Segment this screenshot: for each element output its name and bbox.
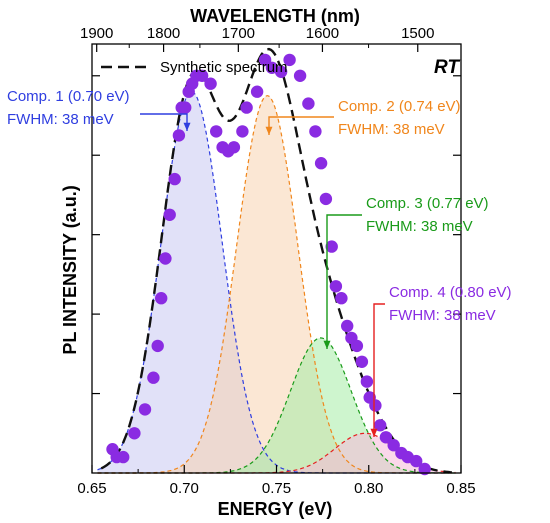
comp1-fwhm: FWHM: 38 meV bbox=[7, 111, 114, 128]
data-point bbox=[350, 339, 364, 353]
annotation-arrows bbox=[140, 113, 385, 437]
data-point bbox=[341, 319, 354, 333]
component-4-fill bbox=[97, 433, 456, 473]
comp4-arrow-head bbox=[370, 428, 378, 437]
comp4-label: Comp. 4 (0.80 eV) bbox=[389, 284, 512, 301]
y-axis-title: PL INTENSITY (a.u.) bbox=[60, 185, 80, 354]
data-point bbox=[309, 125, 322, 138]
data-point bbox=[379, 431, 393, 444]
data-point bbox=[240, 101, 253, 114]
data-point bbox=[236, 125, 249, 138]
x-tick-label: 0.65 bbox=[77, 480, 106, 497]
data-point bbox=[195, 69, 209, 83]
comp3-arrow-head bbox=[323, 340, 331, 349]
top-tick-label: 1900 bbox=[80, 25, 113, 42]
data-point bbox=[418, 462, 431, 476]
data-point bbox=[302, 97, 315, 110]
x-tick-label: 0.85 bbox=[446, 480, 475, 497]
data-point bbox=[204, 77, 217, 90]
data-point bbox=[319, 192, 333, 206]
data-point bbox=[293, 69, 307, 83]
comp1-arrow-head bbox=[183, 122, 191, 131]
x-axis-title: ENERGY (eV) bbox=[218, 499, 333, 519]
data-point bbox=[168, 172, 181, 186]
data-point bbox=[117, 450, 130, 464]
data-point bbox=[314, 157, 328, 170]
data-point bbox=[329, 280, 343, 293]
data-point bbox=[250, 85, 264, 98]
axis-ticks: 0.65 0.70 0.75 0.80 0.85 1900 1800 1700 1600 1500 bbox=[77, 25, 475, 497]
component-fills bbox=[97, 91, 456, 473]
data-point bbox=[147, 371, 160, 384]
data-point bbox=[210, 125, 223, 138]
data-point bbox=[355, 355, 369, 368]
data-point bbox=[374, 419, 387, 432]
data-point bbox=[151, 339, 164, 353]
data-point bbox=[163, 208, 176, 221]
data-point bbox=[360, 375, 374, 388]
data-point bbox=[410, 454, 423, 468]
data-point bbox=[159, 252, 172, 265]
data-point bbox=[172, 129, 186, 142]
top-tick-label: 1800 bbox=[147, 25, 180, 42]
comp4-arrow-leader bbox=[373, 303, 385, 437]
data-point bbox=[138, 403, 152, 416]
comp2-fwhm: FWHM: 38 meV bbox=[338, 121, 445, 138]
data-point bbox=[369, 399, 382, 412]
data-points bbox=[106, 53, 431, 476]
data-point bbox=[155, 292, 168, 305]
data-point bbox=[128, 427, 141, 440]
data-point bbox=[179, 101, 192, 114]
component-2-fill bbox=[97, 95, 456, 473]
data-point bbox=[274, 65, 288, 79]
comp2-label: Comp. 2 (0.74 eV) bbox=[338, 98, 461, 115]
data-point bbox=[283, 53, 296, 67]
corner-label: RT bbox=[434, 57, 460, 78]
top-tick-label: 1700 bbox=[222, 25, 255, 42]
top-tick-label: 1600 bbox=[306, 25, 339, 42]
x-tick-label: 0.75 bbox=[262, 480, 291, 497]
comp3-fwhm: FWHM: 38 meV bbox=[366, 218, 473, 235]
comp4-fwhm: FWHM: 38 meV bbox=[389, 307, 496, 324]
x-tick-label: 0.70 bbox=[170, 480, 199, 497]
data-point bbox=[325, 240, 338, 253]
comp3-label: Comp. 3 (0.77 eV) bbox=[366, 195, 489, 212]
legend-label: Synthetic spectrum bbox=[160, 59, 288, 76]
top-axis-title: WAVELENGTH (nm) bbox=[190, 6, 360, 26]
component-1-fill bbox=[97, 91, 456, 473]
data-point bbox=[335, 292, 348, 305]
data-point bbox=[227, 141, 241, 154]
top-tick-label: 1500 bbox=[401, 25, 434, 42]
comp1-label: Comp. 1 (0.70 eV) bbox=[7, 88, 130, 105]
comp3-arrow-leader bbox=[326, 214, 362, 349]
comp2-arrow-head bbox=[265, 126, 273, 135]
data-point bbox=[387, 439, 400, 452]
x-tick-label: 0.80 bbox=[354, 480, 383, 497]
